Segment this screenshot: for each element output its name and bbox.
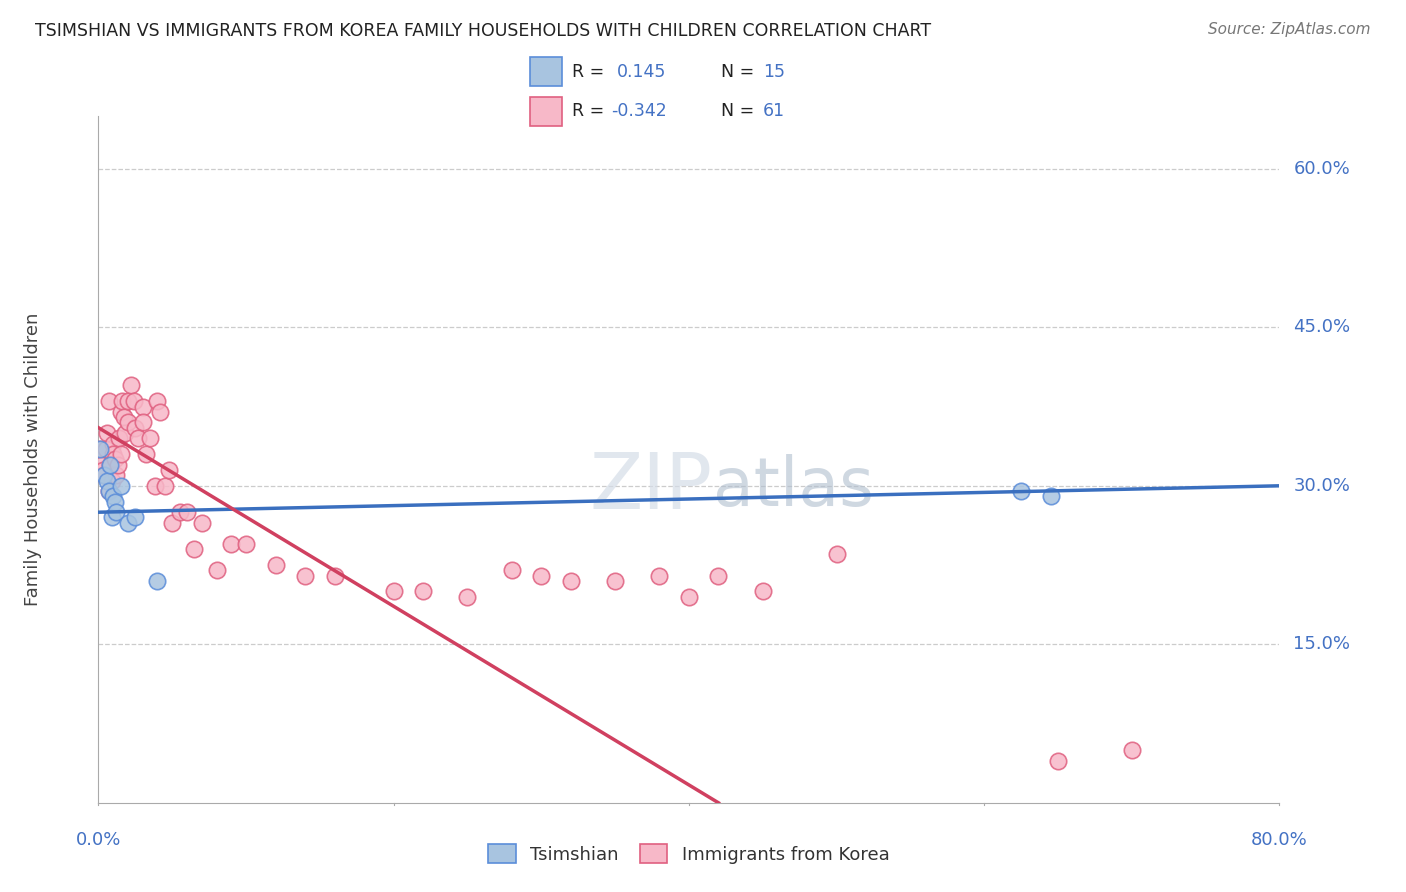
Text: Family Households with Children: Family Households with Children bbox=[24, 313, 42, 606]
Point bbox=[135, 447, 157, 461]
Point bbox=[97, 394, 120, 409]
FancyBboxPatch shape bbox=[530, 57, 562, 87]
Point bbox=[114, 425, 136, 440]
Text: ZIP: ZIP bbox=[589, 449, 713, 524]
Point bbox=[153, 479, 176, 493]
Point bbox=[94, 442, 117, 456]
Point bbox=[93, 468, 115, 483]
Point bbox=[124, 510, 146, 524]
Point bbox=[124, 420, 146, 434]
Point bbox=[323, 568, 346, 582]
Point bbox=[162, 516, 183, 530]
Point bbox=[97, 484, 120, 499]
Text: 61: 61 bbox=[762, 103, 785, 120]
Point bbox=[132, 400, 155, 414]
Point bbox=[139, 431, 162, 445]
Text: 0.0%: 0.0% bbox=[76, 830, 121, 848]
Point bbox=[100, 510, 122, 524]
Point bbox=[1010, 484, 1032, 499]
Text: 30.0%: 30.0% bbox=[1294, 477, 1350, 495]
Point bbox=[96, 474, 118, 488]
Point bbox=[1046, 754, 1069, 768]
Point bbox=[825, 548, 848, 562]
Text: 45.0%: 45.0% bbox=[1294, 318, 1351, 336]
Text: 60.0%: 60.0% bbox=[1294, 160, 1350, 178]
Point bbox=[110, 447, 132, 461]
Point bbox=[605, 574, 627, 588]
Point bbox=[219, 537, 242, 551]
Point bbox=[132, 416, 155, 430]
Point bbox=[103, 447, 125, 461]
Point bbox=[117, 416, 139, 430]
Point bbox=[183, 542, 205, 557]
Point bbox=[117, 394, 139, 409]
Point bbox=[456, 590, 478, 604]
Point bbox=[146, 394, 169, 409]
Point bbox=[751, 584, 773, 599]
Point bbox=[530, 568, 553, 582]
Point bbox=[105, 468, 128, 483]
Point bbox=[205, 563, 228, 577]
Point bbox=[176, 505, 198, 519]
Point bbox=[678, 590, 700, 604]
Point bbox=[105, 505, 128, 519]
Point bbox=[89, 442, 111, 456]
Point bbox=[117, 516, 139, 530]
Point bbox=[98, 458, 121, 472]
Text: R =: R = bbox=[572, 103, 610, 120]
Point bbox=[412, 584, 434, 599]
Point bbox=[111, 394, 134, 409]
Text: N =: N = bbox=[721, 103, 759, 120]
Point bbox=[127, 431, 149, 445]
Point bbox=[110, 405, 132, 419]
Point bbox=[93, 468, 115, 483]
Text: Source: ZipAtlas.com: Source: ZipAtlas.com bbox=[1208, 22, 1371, 37]
Point bbox=[1039, 489, 1062, 503]
Point bbox=[91, 463, 114, 477]
Point bbox=[294, 568, 316, 582]
Point bbox=[103, 489, 125, 503]
Point bbox=[104, 494, 127, 508]
Point bbox=[1121, 743, 1143, 757]
Point bbox=[707, 568, 730, 582]
Text: 15: 15 bbox=[762, 62, 785, 80]
Point bbox=[191, 516, 214, 530]
Point bbox=[103, 436, 125, 450]
Point bbox=[97, 484, 120, 499]
Point bbox=[235, 537, 257, 551]
Point bbox=[264, 558, 287, 572]
Point bbox=[560, 574, 582, 588]
Point bbox=[169, 505, 191, 519]
Point bbox=[104, 452, 127, 467]
Legend: Tsimshian, Immigrants from Korea: Tsimshian, Immigrants from Korea bbox=[479, 835, 898, 872]
Text: -0.342: -0.342 bbox=[610, 103, 666, 120]
Point bbox=[648, 568, 671, 582]
Point bbox=[112, 410, 135, 425]
Text: 80.0%: 80.0% bbox=[1251, 830, 1308, 848]
Point bbox=[110, 479, 132, 493]
Point bbox=[98, 458, 121, 472]
Point bbox=[501, 563, 523, 577]
Point bbox=[96, 425, 118, 440]
Point bbox=[149, 405, 172, 419]
Point bbox=[146, 574, 169, 588]
Point bbox=[107, 458, 129, 472]
Point bbox=[108, 431, 131, 445]
Point bbox=[157, 463, 180, 477]
Point bbox=[122, 394, 145, 409]
Text: atlas: atlas bbox=[713, 454, 873, 520]
FancyBboxPatch shape bbox=[530, 96, 562, 126]
Text: N =: N = bbox=[721, 62, 759, 80]
Text: TSIMSHIAN VS IMMIGRANTS FROM KOREA FAMILY HOUSEHOLDS WITH CHILDREN CORRELATION C: TSIMSHIAN VS IMMIGRANTS FROM KOREA FAMIL… bbox=[35, 22, 931, 40]
Point bbox=[120, 378, 142, 392]
Text: 0.145: 0.145 bbox=[617, 62, 666, 80]
Point bbox=[382, 584, 405, 599]
Point bbox=[90, 458, 112, 472]
Point bbox=[100, 474, 122, 488]
Point bbox=[143, 479, 166, 493]
Text: R =: R = bbox=[572, 62, 616, 80]
Text: 15.0%: 15.0% bbox=[1294, 635, 1350, 653]
Point bbox=[89, 442, 111, 456]
